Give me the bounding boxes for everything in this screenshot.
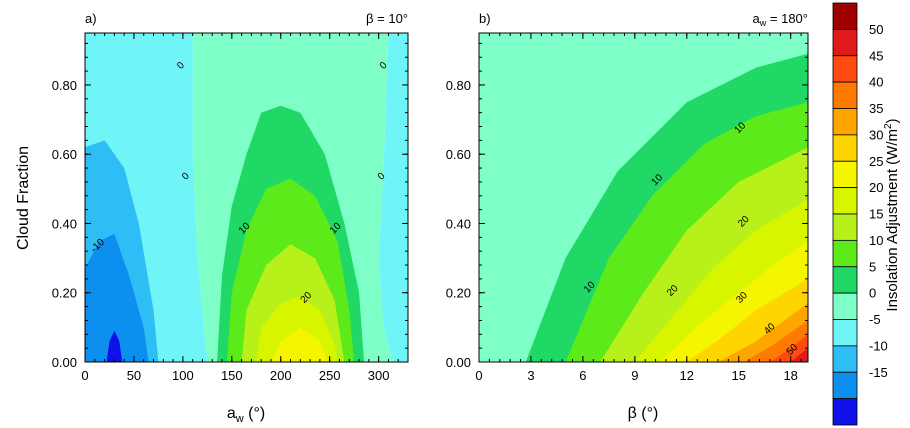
y-tick-label: 0.20 [52, 286, 77, 301]
colorbar-swatch [832, 134, 858, 162]
colorbar-swatch [832, 187, 858, 215]
x-tick-label: 100 [172, 368, 194, 383]
y-tick-label: 0.00 [446, 355, 471, 370]
plot-frame-b [478, 32, 809, 363]
colorbar-swatch [832, 266, 858, 294]
y-tick-label: 0.40 [52, 216, 77, 231]
colorbar-tick-label: 30 [869, 127, 883, 142]
colorbar-tick-label: 0 [869, 286, 876, 301]
y-tick-label: 0.80 [52, 78, 77, 93]
colorbar-tick-label: -15 [869, 365, 888, 380]
panel-a: 0 50 100 150 200 250 300 0.00 0.20 0.40 0.60 0.80 0… [15, 11, 409, 425]
contour-fills-b [479, 33, 808, 362]
colorbar-tick-label: 20 [869, 180, 883, 195]
y-tick-label: 0.00 [52, 355, 77, 370]
colorbar-tick-label: 5 [869, 259, 876, 274]
y-tick-label: 0.20 [446, 286, 471, 301]
contour-region [769, 334, 808, 362]
y-axis-label: Cloud Fraction [15, 146, 32, 250]
contour-region [271, 327, 328, 362]
contour-region [85, 233, 149, 362]
x-tick-label: 18 [783, 368, 797, 383]
annotation-b: aw = 180° [753, 11, 808, 28]
panel-label-b: b) [479, 11, 491, 26]
y-tick-label: 0.80 [446, 78, 471, 93]
colorbar-label: Insolation Adjustment (W/m2) [883, 118, 901, 311]
colorbar-tick-label: 25 [869, 154, 883, 169]
x-tick-label: 300 [368, 368, 390, 383]
colorbar-tick-label: 45 [869, 48, 883, 63]
contour-fills-a [85, 33, 408, 362]
colorbar-swatch [832, 81, 858, 109]
panel-label-a: a) [85, 11, 97, 26]
colorbar-swatch [832, 2, 858, 30]
colorbar-swatch [832, 398, 858, 426]
colorbar-swatch [832, 28, 858, 57]
colorbar-tick-label: 50 [869, 22, 883, 37]
panel-b: 0 3 6 9 12 15 180.000.200.400.600.80 101010202… [446, 11, 809, 422]
x-tick-label: 0 [475, 368, 482, 383]
colorbar-swatch [832, 213, 858, 241]
colorbar-swatch [832, 345, 858, 373]
x-tick-label: 200 [270, 368, 292, 383]
contour-region [790, 348, 808, 362]
axis-ticks-b: 0 3 6 9 12 15 18 0.00 0.20 0.40 0.60 0.80 [446, 33, 808, 383]
x-tick-label: 12 [680, 368, 694, 383]
colorbar-tick-label: 15 [869, 207, 883, 222]
contour-region [378, 33, 408, 362]
axis-ticks-a: 0 50 100 150 200 250 300 0.00 0.20 0.40 0.60 0.80 [52, 33, 409, 383]
x-tick-label: 6 [579, 368, 586, 383]
x-tick-label: 9 [631, 368, 638, 383]
colorbar-tick-label: 35 [869, 101, 883, 116]
annotation-a: β = 10° [366, 11, 408, 26]
colorbar-tick-label: 10 [869, 233, 883, 248]
x-tick-label: 0 [81, 368, 88, 383]
x-tick-label: 250 [319, 368, 341, 383]
x-tick-label: 150 [221, 368, 243, 383]
y-tick-label: 0.40 [446, 216, 471, 231]
x-tick-label: 15 [732, 368, 746, 383]
y-tick-label: 0.60 [446, 147, 471, 162]
x-tick-label: 3 [527, 368, 534, 383]
x-axis-label-a: aw (°) [227, 405, 265, 425]
colorbar-swatch [832, 319, 858, 347]
colorbar-tick-label: -10 [869, 338, 888, 353]
colorbar-tick-label: 40 [869, 75, 883, 90]
colorbar-swatch [832, 108, 858, 136]
colorbar-swatch [832, 239, 858, 268]
colorbar-tick-label: -5 [869, 312, 881, 327]
y-tick-label: 0.60 [52, 147, 77, 162]
colorbar-swatch [832, 55, 858, 83]
plot-frame-a [84, 32, 409, 363]
colorbar-swatch [832, 371, 858, 400]
x-tick-label: 50 [127, 368, 141, 383]
x-axis-label-b: β (°) [628, 405, 659, 422]
contour-region [106, 330, 123, 362]
colorbar-swatch [832, 160, 858, 189]
colorbar-swatch [832, 292, 858, 320]
